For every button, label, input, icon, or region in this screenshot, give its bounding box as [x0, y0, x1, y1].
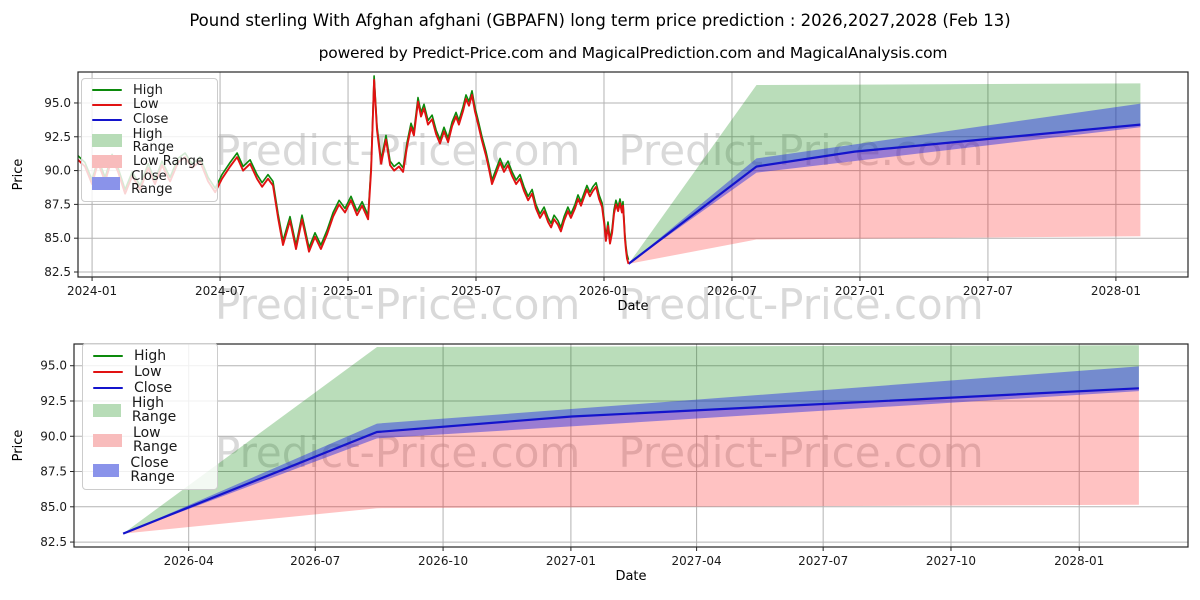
- low-range-area: [628, 124, 1141, 264]
- high-range-area: [628, 83, 1141, 264]
- legend-item-low-range: Low Range: [92, 154, 207, 170]
- x-tick-label: 2025-07: [451, 284, 501, 298]
- legend-patch-swatch: [93, 403, 121, 417]
- x-tick-label: 2028-01: [1054, 554, 1104, 568]
- legend-item-high-range: High Range: [92, 128, 207, 154]
- y-tick-label: 82.5: [40, 535, 67, 549]
- x-tick-label: 2027-07: [963, 284, 1013, 298]
- legend-patch-swatch: [92, 134, 122, 148]
- legend-label: High Range: [131, 395, 177, 426]
- legend-label: Close: [134, 379, 173, 396]
- legend-patch-swatch: [93, 463, 120, 477]
- legend-item-close-range: Close Range: [93, 456, 207, 484]
- x-tick-label: 2026-04: [164, 554, 214, 568]
- legend-item-close-range: Close Range: [92, 170, 207, 196]
- low-range-area: [123, 388, 1139, 534]
- legend-line-swatch: [92, 118, 122, 121]
- legend-prediction-chart: High Low Close High Range Low Range Close Ran…: [82, 343, 218, 490]
- high-history-line: [78, 75, 630, 261]
- close-prediction-line: [627, 123, 1141, 265]
- prediction-chart: 2026-04 2026-07 2026-10 2027-01 2027-04 2027-…: [11, 343, 1189, 584]
- legend-label: High: [133, 82, 163, 98]
- legend-line-swatch: [93, 354, 123, 357]
- legend-patch-swatch: [92, 176, 121, 190]
- legend-line-swatch: [92, 89, 122, 92]
- close-range-area: [628, 103, 1141, 264]
- x-tick-label: 2027-04: [672, 554, 722, 568]
- x-tick-label: 2026-07: [290, 554, 340, 568]
- legend-line-swatch: [93, 370, 123, 373]
- legend-patch-swatch: [92, 155, 122, 169]
- x-tick-label: 2026-10: [418, 554, 468, 568]
- legend-label: Close Range: [130, 455, 175, 486]
- x-tick-label: 2026-07: [707, 284, 757, 298]
- x-tick-label: 2025-01: [323, 284, 373, 298]
- close-prediction-line: [122, 387, 1139, 535]
- legend-item-low: Low: [92, 98, 207, 111]
- y-tick-label: 90.0: [44, 164, 71, 178]
- legend-patch-swatch: [93, 433, 123, 447]
- x-tick-label: 2027-10: [926, 554, 976, 568]
- y-tick-label: 87.5: [40, 465, 67, 479]
- legend-label: Low: [134, 363, 162, 380]
- legend-label: High: [134, 347, 167, 364]
- x-tick-label: 2027-07: [798, 554, 848, 568]
- close-range-area: [123, 366, 1139, 534]
- chart-subtitle: powered by Predict-Price.com and Magical…: [318, 44, 948, 62]
- x-axis-label: Date: [615, 569, 646, 584]
- x-tick-label: 2028-01: [1091, 284, 1141, 298]
- y-tick-label: 95.0: [40, 359, 67, 373]
- y-axis-label: Price: [11, 430, 26, 462]
- page-title: Pound sterling With Afghan afghani (GBPA…: [189, 11, 1011, 30]
- x-tick-label: 2026-01: [579, 284, 629, 298]
- plot-border: [77, 71, 1189, 278]
- legend-item-low: Low: [93, 365, 207, 379]
- legend-item-high-range: High Range: [93, 396, 207, 424]
- y-tick-label: 85.0: [44, 231, 71, 245]
- low-history-line: [78, 79, 630, 265]
- y-axis-label: Price: [11, 159, 26, 191]
- legend-label: Low Range: [133, 154, 204, 170]
- legend-main-chart: High Low Close High Range Low Range Close Ran…: [81, 78, 218, 202]
- y-tick-label: 87.5: [44, 197, 71, 211]
- legend-item-close: Close: [92, 113, 207, 126]
- legend-item-close: Close: [93, 381, 207, 395]
- legend-item-high: High: [92, 84, 207, 97]
- legend-line-swatch: [93, 386, 123, 389]
- y-tick-label: 92.5: [44, 130, 71, 144]
- legend-label: Low Range: [133, 425, 178, 456]
- legend-label: Close Range: [131, 169, 173, 198]
- y-tick-label: 90.0: [40, 429, 67, 443]
- x-tick-label: 2024-01: [67, 284, 117, 298]
- high-range-area: [123, 345, 1139, 534]
- legend-item-high: High: [93, 349, 207, 363]
- x-tick-label: 2027-01: [546, 554, 596, 568]
- y-tick-label: 92.5: [40, 394, 67, 408]
- y-tick-label: 95.0: [44, 96, 71, 110]
- y-tick-label: 85.0: [40, 500, 67, 514]
- y-tick-label: 82.5: [44, 265, 71, 279]
- main-chart: 2024-01 2024-07 2025-01 2025-07 2026-01 2026-…: [11, 71, 1189, 314]
- x-tick-label: 2024-07: [195, 284, 245, 298]
- legend-label: Close: [133, 112, 169, 128]
- legend-item-low-range: Low Range: [93, 426, 207, 454]
- x-axis-label: Date: [617, 299, 648, 314]
- legend-label: Low: [133, 97, 159, 113]
- plot-border: [73, 343, 1189, 548]
- x-tick-label: 2027-01: [835, 284, 885, 298]
- legend-label: High Range: [132, 126, 174, 155]
- legend-line-swatch: [92, 103, 122, 106]
